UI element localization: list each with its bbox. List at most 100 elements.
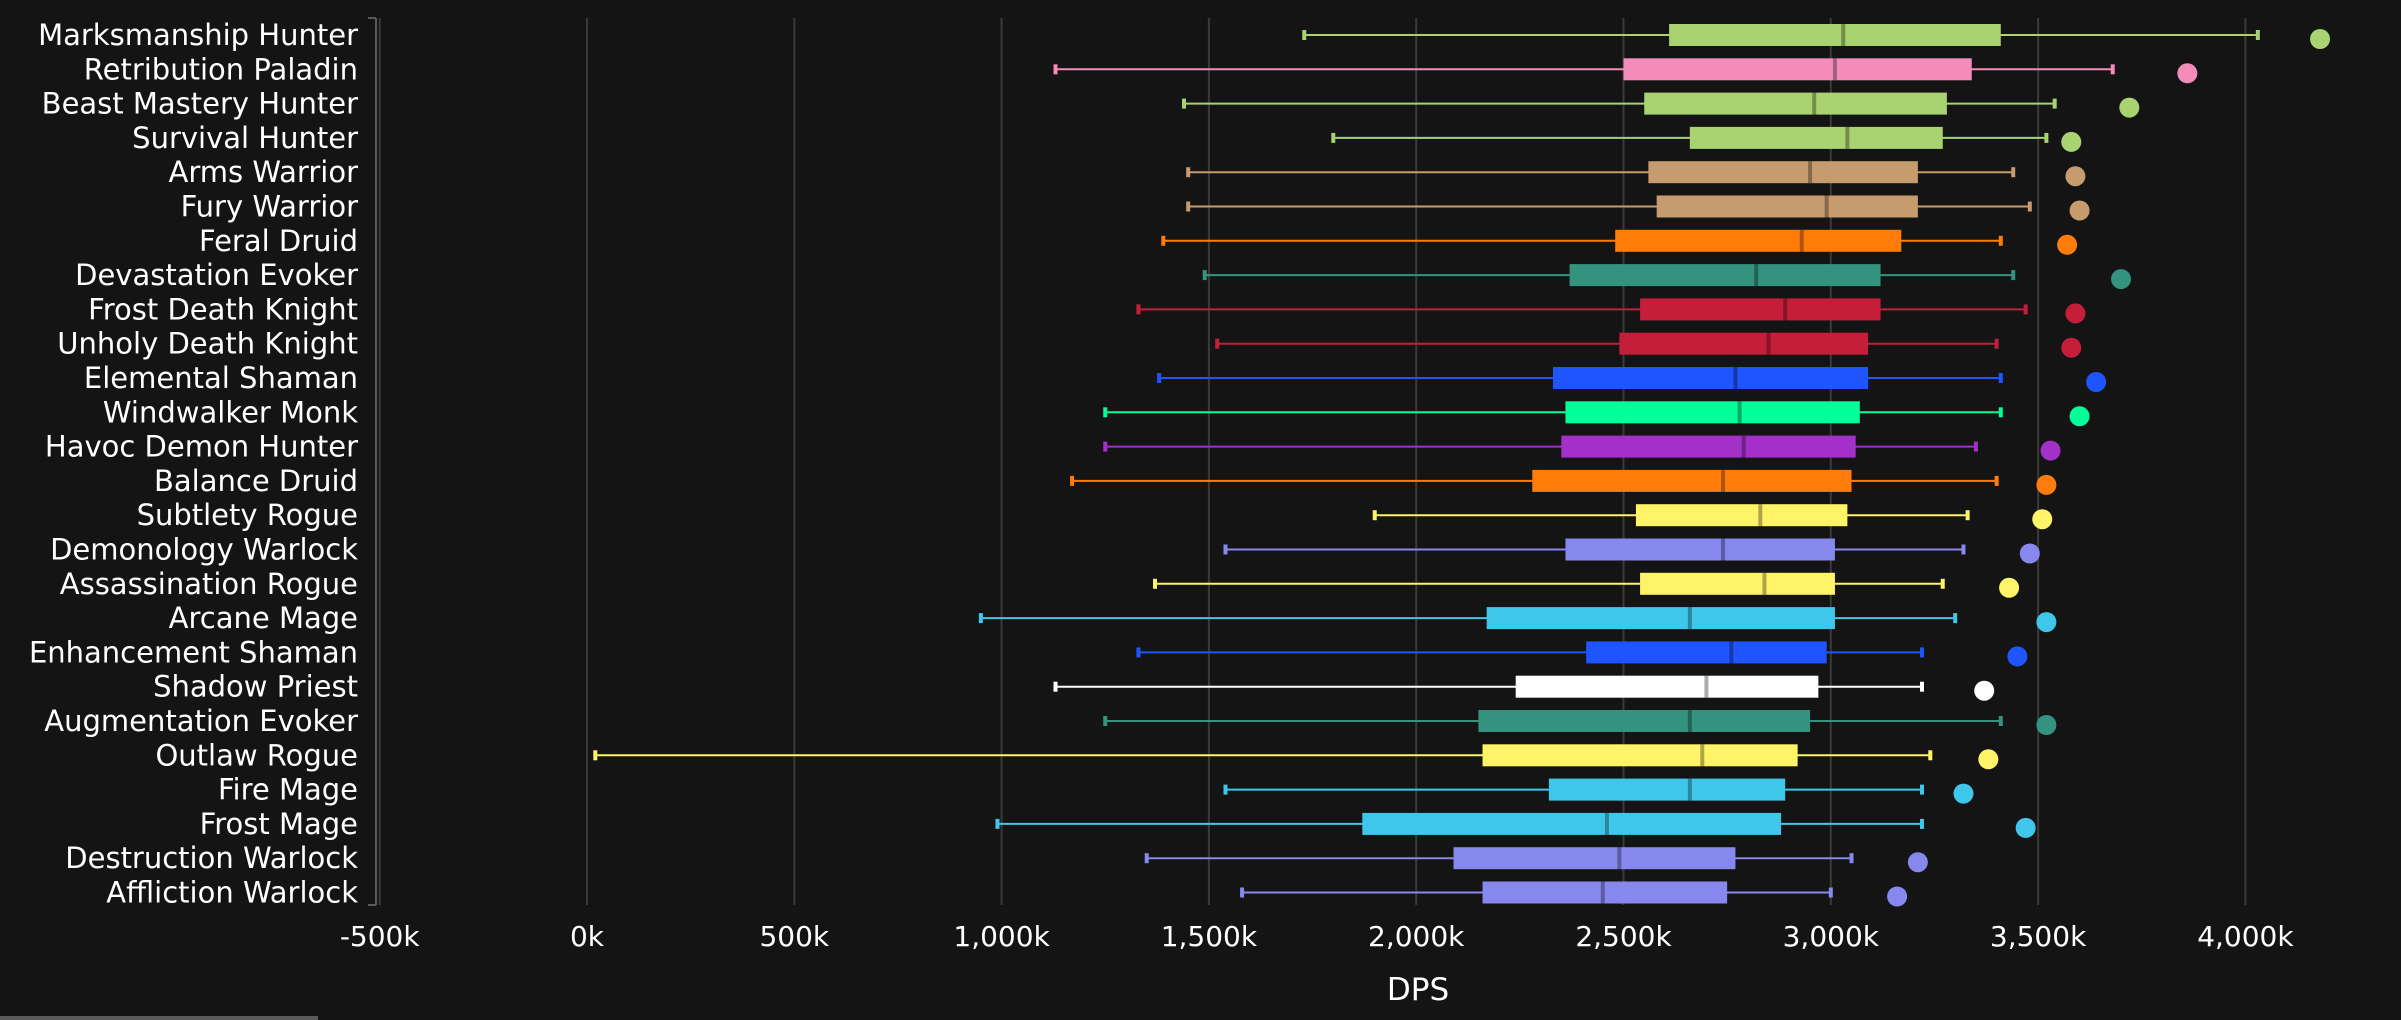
x-tick-label: 1,500k bbox=[1161, 920, 1258, 953]
category-label: Subtlety Rogue bbox=[137, 498, 358, 532]
box-row-shadow-priest[interactable] bbox=[1053, 675, 1995, 701]
category-label: Retribution Paladin bbox=[84, 52, 358, 86]
iqr-box[interactable] bbox=[1586, 641, 1827, 664]
category-label: Marksmanship Hunter bbox=[38, 18, 358, 52]
iqr-box[interactable] bbox=[1561, 435, 1856, 458]
iqr-box[interactable] bbox=[1453, 847, 1736, 870]
box-row-frost-death-knight[interactable] bbox=[1136, 298, 2086, 324]
iqr-box[interactable] bbox=[1669, 24, 2001, 46]
outlier-point[interactable] bbox=[2061, 131, 2082, 152]
box-row-assassination-rogue[interactable] bbox=[1153, 572, 2020, 598]
iqr-box[interactable] bbox=[1615, 229, 1902, 252]
outlier-point[interactable] bbox=[2061, 337, 2082, 358]
outlier-point[interactable] bbox=[2057, 234, 2078, 255]
outlier-point[interactable] bbox=[2036, 715, 2057, 735]
category-label: Fire Mage bbox=[218, 773, 358, 807]
box-row-feral-druid[interactable] bbox=[1161, 229, 2078, 255]
outlier-point[interactable] bbox=[2065, 303, 2086, 324]
outlier-point[interactable] bbox=[2040, 440, 2061, 461]
category-label: Windwalker Monk bbox=[103, 395, 358, 429]
category-label: Feral Druid bbox=[199, 224, 358, 258]
iqr-box[interactable] bbox=[1640, 572, 1835, 595]
category-label: Balance Druid bbox=[154, 464, 358, 498]
outlier-point[interactable] bbox=[2086, 372, 2107, 392]
iqr-box[interactable] bbox=[1648, 161, 1918, 184]
iqr-box[interactable] bbox=[1482, 744, 1798, 767]
x-tick-label: 500k bbox=[759, 920, 829, 953]
horizontal-scrollbar[interactable] bbox=[0, 1016, 318, 1020]
x-tick-label: 3,000k bbox=[1783, 920, 1880, 953]
outlier-point[interactable] bbox=[1999, 577, 2020, 598]
iqr-box[interactable] bbox=[1644, 92, 1947, 115]
outlier-point[interactable] bbox=[2032, 509, 2053, 530]
outlier-point[interactable] bbox=[2019, 543, 2040, 564]
outlier-point[interactable] bbox=[2177, 63, 2198, 84]
box-row-subtlety-rogue[interactable] bbox=[1372, 504, 2053, 530]
iqr-box[interactable] bbox=[1482, 881, 1728, 904]
iqr-box[interactable] bbox=[1553, 367, 1869, 389]
box-row-fire-mage[interactable] bbox=[1223, 778, 1974, 804]
iqr-box[interactable] bbox=[1635, 504, 1848, 527]
outlier-point[interactable] bbox=[2069, 406, 2090, 427]
box-row-unholy-death-knight[interactable] bbox=[1215, 332, 2082, 358]
box-row-survival-hunter[interactable] bbox=[1331, 126, 2082, 152]
iqr-box[interactable] bbox=[1532, 469, 1852, 492]
box-row-fury-warrior[interactable] bbox=[1186, 195, 2090, 221]
outlier-point[interactable] bbox=[1978, 749, 1999, 770]
box-row-affliction-warlock[interactable] bbox=[1240, 881, 1908, 907]
x-axis: -500k 0k 500k 1,000k 1,500k 2,000k 2,500k 3,000… bbox=[340, 920, 2295, 953]
category-label: Arcane Mage bbox=[169, 601, 358, 635]
box-row-beast-mastery-hunter[interactable] bbox=[1182, 92, 2140, 118]
outlier-point[interactable] bbox=[2015, 817, 2036, 838]
iqr-box[interactable] bbox=[1548, 778, 1786, 801]
category-label: Shadow Priest bbox=[153, 670, 358, 704]
category-label: Devastation Evoker bbox=[75, 258, 358, 292]
category-label: Frost Death Knight bbox=[88, 292, 358, 326]
outlier-point[interactable] bbox=[1907, 852, 1928, 873]
iqr-box[interactable] bbox=[1619, 332, 1869, 355]
outlier-point[interactable] bbox=[2065, 166, 2086, 187]
box-row-balance-druid[interactable] bbox=[1070, 469, 2057, 495]
iqr-box[interactable] bbox=[1640, 298, 1881, 321]
outlier-point[interactable] bbox=[2036, 612, 2057, 633]
box-row-arms-warrior[interactable] bbox=[1186, 161, 2086, 187]
box-row-enhancement-shaman[interactable] bbox=[1136, 641, 2028, 667]
outlier-point[interactable] bbox=[2036, 474, 2057, 495]
outlier-point[interactable] bbox=[2007, 646, 2028, 667]
box-row-elemental-shaman[interactable] bbox=[1157, 367, 2107, 392]
iqr-box[interactable] bbox=[1478, 710, 1811, 732]
iqr-box[interactable] bbox=[1565, 538, 1835, 561]
box-row-windwalker-monk[interactable] bbox=[1103, 401, 2090, 427]
iqr-box[interactable] bbox=[1689, 126, 1943, 149]
outlier-point[interactable] bbox=[1887, 886, 1908, 907]
box-row-augmentation-evoker[interactable] bbox=[1103, 710, 2057, 735]
outlier-point[interactable] bbox=[2119, 97, 2140, 118]
iqr-box[interactable] bbox=[1362, 812, 1782, 835]
category-label: Arms Warrior bbox=[169, 155, 359, 189]
box-row-demonology-warlock[interactable] bbox=[1223, 538, 2040, 564]
box-row-outlaw-rogue[interactable] bbox=[593, 744, 1999, 770]
x-tick-label: -500k bbox=[340, 920, 421, 953]
iqr-box[interactable] bbox=[1569, 264, 1881, 287]
iqr-box[interactable] bbox=[1565, 401, 1860, 424]
iqr-box[interactable] bbox=[1656, 195, 1918, 218]
box-row-retribution-paladin[interactable] bbox=[1053, 58, 2198, 84]
outlier-point[interactable] bbox=[2111, 269, 2132, 290]
x-tick-label: 1,000k bbox=[953, 920, 1050, 953]
outlier-point[interactable] bbox=[1974, 680, 1995, 701]
category-label: Havoc Demon Hunter bbox=[45, 430, 358, 464]
box-row-havoc-demon-hunter[interactable] bbox=[1103, 435, 2061, 461]
outlier-point[interactable] bbox=[2069, 200, 2090, 221]
box-row-marksmanship-hunter[interactable] bbox=[1302, 24, 2331, 49]
iqr-box[interactable] bbox=[1623, 58, 1972, 81]
box-row-devastation-evoker[interactable] bbox=[1202, 264, 2132, 290]
box-row-arcane-mage[interactable] bbox=[978, 607, 2057, 633]
category-label: Augmentation Evoker bbox=[44, 704, 358, 738]
iqr-box[interactable] bbox=[1515, 675, 1819, 698]
iqr-box[interactable] bbox=[1486, 607, 1835, 630]
outlier-point[interactable] bbox=[1953, 783, 1974, 804]
outlier-point[interactable] bbox=[2310, 29, 2331, 49]
box-row-frost-mage[interactable] bbox=[995, 812, 2036, 838]
box-row-destruction-warlock[interactable] bbox=[1144, 847, 1928, 873]
